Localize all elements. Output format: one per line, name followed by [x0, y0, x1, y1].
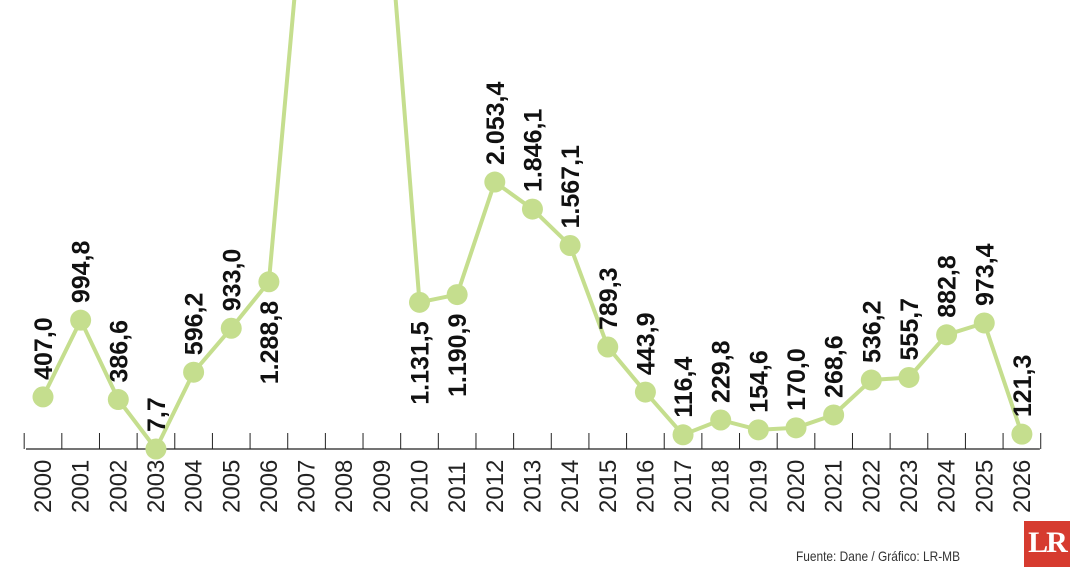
- x-tick-label: 2008: [331, 460, 358, 513]
- data-point: [785, 417, 807, 439]
- data-point: [860, 369, 882, 391]
- data-label: 116,4: [670, 357, 698, 418]
- data-point: [409, 291, 430, 313]
- data-label: 229,8: [708, 340, 736, 403]
- data-label: 268,6: [821, 335, 849, 398]
- data-label: 121,3: [1009, 355, 1037, 418]
- data-label: 1.131,5: [407, 321, 435, 405]
- x-tick-label: 2010: [407, 460, 434, 513]
- data-point: [973, 312, 995, 334]
- data-label: 994,8: [68, 241, 96, 304]
- x-tick-label: 2006: [256, 460, 283, 513]
- data-point: [936, 324, 958, 346]
- data-label: 2.053,4: [482, 82, 510, 166]
- data-point: [145, 438, 167, 460]
- data-point: [183, 361, 205, 383]
- data-label: 407,0: [30, 317, 58, 380]
- data-point: [597, 336, 619, 358]
- data-label: 1.846,1: [519, 109, 547, 193]
- x-tick-label: 2021: [821, 460, 848, 513]
- x-tick-label: 2011: [444, 461, 471, 513]
- x-tick-label: 2001: [68, 460, 95, 513]
- data-label: 882,8: [934, 255, 962, 318]
- x-tick-label: 2019: [745, 460, 772, 513]
- data-label: 789,3: [595, 267, 623, 330]
- data-label: 933,0: [218, 249, 246, 312]
- data-label: 1.288,8: [256, 301, 284, 385]
- x-tick-label: 2016: [632, 460, 659, 513]
- data-point: [1011, 423, 1033, 445]
- x-tick-label: 2012: [482, 460, 509, 513]
- data-point: [634, 381, 656, 403]
- data-point: [823, 404, 845, 426]
- data-point: [672, 424, 694, 446]
- data-label: 1.567,1: [557, 145, 585, 229]
- data-label: 386,6: [105, 320, 133, 383]
- x-tick-label: 2023: [896, 460, 923, 513]
- x-tick-label: 2025: [971, 460, 998, 513]
- x-tick-label: 2024: [934, 460, 961, 513]
- data-label: 596,2: [181, 293, 209, 356]
- data-point: [107, 389, 129, 411]
- data-label: 443,9: [632, 313, 660, 376]
- x-tick-label: 2018: [708, 460, 735, 513]
- x-tick-label: 2022: [858, 460, 885, 513]
- x-tick-label: 2000: [30, 460, 57, 513]
- data-point: [70, 309, 92, 331]
- x-tick-label: 2005: [218, 460, 245, 513]
- data-label: 170,0: [783, 348, 811, 411]
- data-label: 7,7: [143, 397, 171, 432]
- x-tick-label: 2026: [1009, 460, 1036, 513]
- data-point: [898, 366, 920, 388]
- data-point: [484, 171, 506, 193]
- data-point: [220, 317, 242, 339]
- x-tick-label: 2015: [595, 460, 622, 513]
- data-point: [747, 419, 769, 441]
- data-point: [446, 284, 468, 306]
- x-tick-label: 2007: [294, 460, 321, 513]
- x-tick-label: 2009: [369, 460, 396, 513]
- data-label: 555,7: [896, 298, 924, 361]
- data-label: 973,4: [971, 243, 999, 306]
- data-label: 1.190,9: [444, 314, 472, 397]
- data-point: [32, 386, 54, 408]
- data-label: 536,2: [858, 300, 886, 363]
- x-tick-label: 2020: [783, 460, 810, 513]
- x-tick-label: 2014: [557, 460, 584, 513]
- x-tick-label: 2017: [670, 460, 697, 513]
- data-point: [710, 409, 732, 431]
- source-note: Fuente: Dane / Gráfico: LR-MB: [796, 548, 961, 564]
- x-tick-label: 2003: [143, 460, 170, 513]
- data-label: 154,6: [745, 350, 773, 413]
- data-point: [521, 198, 543, 220]
- lr-logo: LR: [1024, 521, 1070, 567]
- data-point: [559, 234, 581, 256]
- data-point: [258, 271, 280, 293]
- x-tick-label: 2004: [181, 460, 208, 513]
- x-tick-label: 2013: [519, 460, 546, 513]
- x-tick-label: 2002: [105, 460, 132, 513]
